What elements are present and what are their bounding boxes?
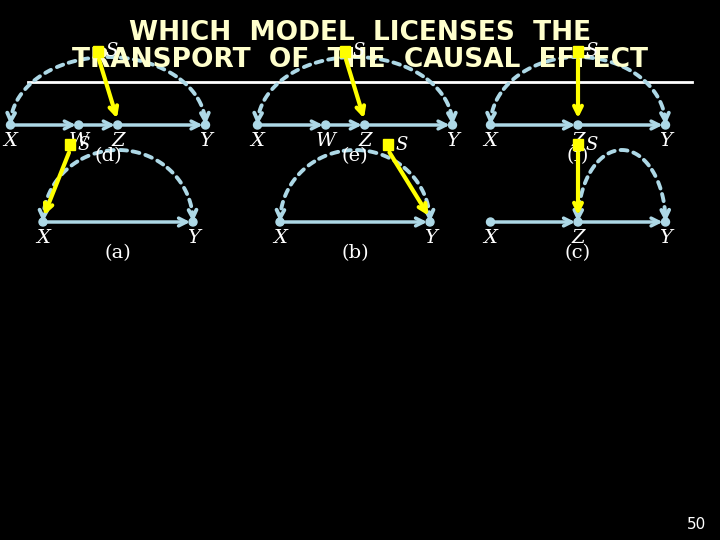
Text: WHICH  MODEL  LICENSES  THE: WHICH MODEL LICENSES THE (129, 20, 591, 46)
Circle shape (426, 218, 434, 226)
Circle shape (189, 218, 197, 226)
Circle shape (39, 218, 47, 226)
Circle shape (202, 121, 210, 129)
Text: Y: Y (199, 132, 212, 150)
Text: X: X (251, 132, 264, 150)
FancyBboxPatch shape (383, 139, 393, 150)
Text: W: W (68, 132, 89, 150)
Text: Z: Z (571, 132, 585, 150)
Circle shape (276, 218, 284, 226)
Text: Y: Y (659, 229, 672, 247)
Text: Y: Y (186, 229, 199, 247)
Circle shape (114, 121, 122, 129)
FancyBboxPatch shape (65, 139, 75, 150)
FancyBboxPatch shape (573, 46, 583, 57)
Circle shape (574, 121, 582, 129)
Text: S: S (585, 43, 598, 60)
Circle shape (574, 218, 582, 226)
FancyBboxPatch shape (341, 46, 350, 57)
Circle shape (662, 121, 670, 129)
Text: Z: Z (111, 132, 125, 150)
Circle shape (322, 121, 330, 129)
Circle shape (487, 218, 495, 226)
Text: S: S (395, 136, 408, 153)
Text: S: S (105, 43, 117, 60)
Text: S: S (77, 136, 89, 153)
Circle shape (487, 121, 495, 129)
Text: Y: Y (446, 132, 459, 150)
Text: S: S (585, 136, 598, 153)
Circle shape (662, 218, 670, 226)
Text: Y: Y (423, 229, 436, 247)
Text: W: W (316, 132, 336, 150)
Circle shape (6, 121, 14, 129)
Circle shape (361, 121, 369, 129)
Text: X: X (273, 229, 287, 247)
Text: (a): (a) (104, 244, 131, 262)
Text: Z: Z (571, 229, 585, 247)
Text: 50: 50 (687, 517, 706, 532)
Text: X: X (36, 229, 50, 247)
Circle shape (253, 121, 261, 129)
FancyBboxPatch shape (573, 139, 583, 150)
Text: X: X (484, 132, 498, 150)
Text: TRANSPORT  OF  THE  CAUSAL  EFFECT: TRANSPORT OF THE CAUSAL EFFECT (72, 47, 648, 73)
Text: (b): (b) (341, 244, 369, 262)
Text: (f): (f) (567, 147, 589, 165)
Text: S: S (352, 43, 364, 60)
Text: (d): (d) (94, 147, 122, 165)
Circle shape (75, 121, 83, 129)
Text: Z: Z (358, 132, 372, 150)
Text: X: X (484, 229, 498, 247)
Text: (e): (e) (342, 147, 369, 165)
Text: (c): (c) (565, 244, 591, 262)
Circle shape (449, 121, 456, 129)
FancyBboxPatch shape (94, 46, 103, 57)
Text: X: X (4, 132, 17, 150)
Text: Y: Y (659, 132, 672, 150)
